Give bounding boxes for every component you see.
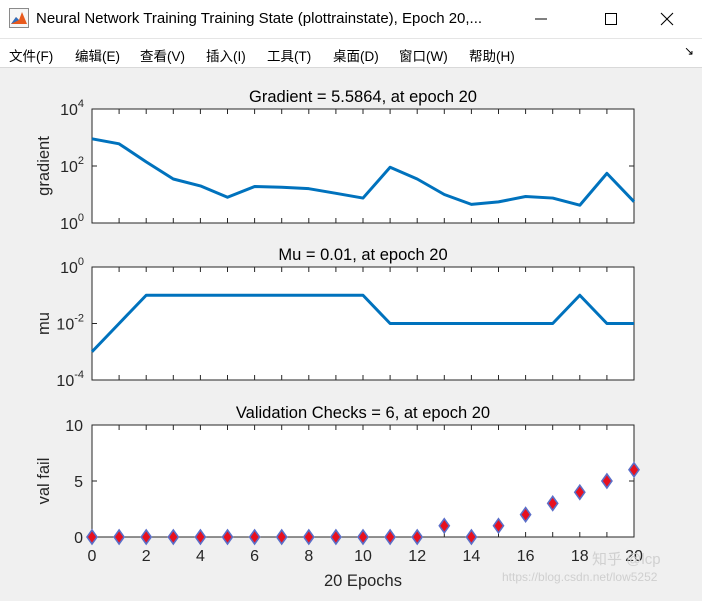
y-tick-label: 0 <box>74 530 83 547</box>
watermark-brand: 知乎 @lcp <box>592 551 661 568</box>
maximize-icon <box>605 13 617 25</box>
axes-frame <box>91 108 635 224</box>
menu-insert[interactable]: 插入(I) <box>206 49 246 64</box>
menu-view[interactable]: 查看(V) <box>140 49 185 64</box>
minimize-icon <box>535 18 547 20</box>
x-tick-label: 14 <box>463 548 481 565</box>
minimize-button[interactable] <box>518 0 564 38</box>
data-point-diamond <box>492 517 505 535</box>
chart-title: Gradient = 5.5864, at epoch 20 <box>249 88 477 106</box>
data-point-diamond <box>411 528 424 546</box>
x-tick-label: 10 <box>354 548 372 565</box>
data-point-diamond <box>221 528 234 546</box>
chart-panel-2: 0 5 10 0 2 4 6 8 10 12 14 16 18 20 Validation Checks =… <box>35 404 643 590</box>
close-button[interactable] <box>644 0 690 38</box>
plot-area <box>92 425 634 537</box>
chart-title: Mu = 0.01, at epoch 20 <box>278 246 447 264</box>
y-tick-label: 10-2 <box>56 313 84 334</box>
menu-file[interactable]: 文件(F) <box>9 49 54 64</box>
x-tick-label: 12 <box>408 548 426 565</box>
figure-area: 100 102 104 Gradient = 5.5864, at epoch 20 g… <box>0 67 702 596</box>
window-title: Neural Network Training Training State (… <box>36 10 483 27</box>
data-point-diamond <box>628 461 640 479</box>
x-tick-label: 2 <box>142 548 151 565</box>
data-point-diamond <box>357 528 369 546</box>
menu-window[interactable]: 窗口(W) <box>399 49 448 64</box>
menu-tools[interactable]: 工具(T) <box>267 49 312 64</box>
chart-title: Validation Checks = 6, at epoch 20 <box>236 404 490 422</box>
x-tick-label: 8 <box>304 548 313 565</box>
data-point-diamond <box>438 517 451 535</box>
data-point-diamond <box>329 528 342 546</box>
menu-help[interactable]: 帮助(H) <box>469 49 515 64</box>
maximize-button[interactable] <box>588 0 634 38</box>
series-line <box>91 137 636 207</box>
x-tick-label: 20 <box>625 548 643 565</box>
close-icon <box>660 12 674 26</box>
data-point-diamond <box>194 528 207 546</box>
plot-area <box>92 109 634 223</box>
data-point-diamond <box>546 495 559 512</box>
data-point-diamond <box>302 528 315 546</box>
y-tick-label: 5 <box>74 474 83 491</box>
y-tick-label: 102 <box>60 155 84 176</box>
x-tick-label: 4 <box>196 548 205 565</box>
data-point-diamond <box>600 472 613 490</box>
y-tick-label: 100 <box>60 256 84 277</box>
matlab-app-icon <box>9 8 29 28</box>
y-axis-label: val fail <box>35 458 53 505</box>
data-point-diamond <box>275 528 288 546</box>
data-point-diamond <box>573 483 586 501</box>
title-bar: Neural Network Training Training State (… <box>0 0 702 39</box>
menu-bar: 文件(F) 编辑(E) 查看(V) 插入(I) 工具(T) 桌面(D) 窗口(W… <box>0 39 702 67</box>
x-tick-label: 16 <box>517 548 535 565</box>
chart-panel-1: 10-4 10-2 100 Mu = 0.01, at epoch 20 mu <box>35 246 635 390</box>
data-point-diamond <box>465 528 478 546</box>
y-tick-label: 10 <box>65 418 83 435</box>
data-point-diamond <box>248 528 261 546</box>
y-tick-label: 104 <box>60 98 84 119</box>
chart-panel-0: 100 102 104 Gradient = 5.5864, at epoch 20 g… <box>35 88 636 233</box>
series-line <box>90 293 634 353</box>
menu-desktop[interactable]: 桌面(D) <box>333 49 379 64</box>
x-tick-label: 6 <box>250 548 259 565</box>
y-axis-label: mu <box>35 312 53 335</box>
data-point-diamond <box>140 528 153 546</box>
x-tick-label: 0 <box>88 548 97 565</box>
data-point-diamond <box>86 528 98 546</box>
data-point-diamond <box>384 528 397 546</box>
data-point-diamond <box>519 506 532 523</box>
data-point-diamond <box>167 528 180 546</box>
x-tick-label: 18 <box>571 548 589 565</box>
menu-edit[interactable]: 编辑(E) <box>75 49 120 64</box>
y-axis-label: gradient <box>35 136 53 196</box>
y-tick-label: 10-4 <box>56 369 84 390</box>
x-axis-label: 20 Epochs <box>324 572 402 590</box>
data-point-diamond <box>113 528 126 546</box>
y-tick-label: 100 <box>60 212 84 233</box>
watermark-url: https://blog.csdn.net/low5252 <box>502 570 658 584</box>
dock-arrow-icon[interactable]: ↘ <box>683 44 694 58</box>
